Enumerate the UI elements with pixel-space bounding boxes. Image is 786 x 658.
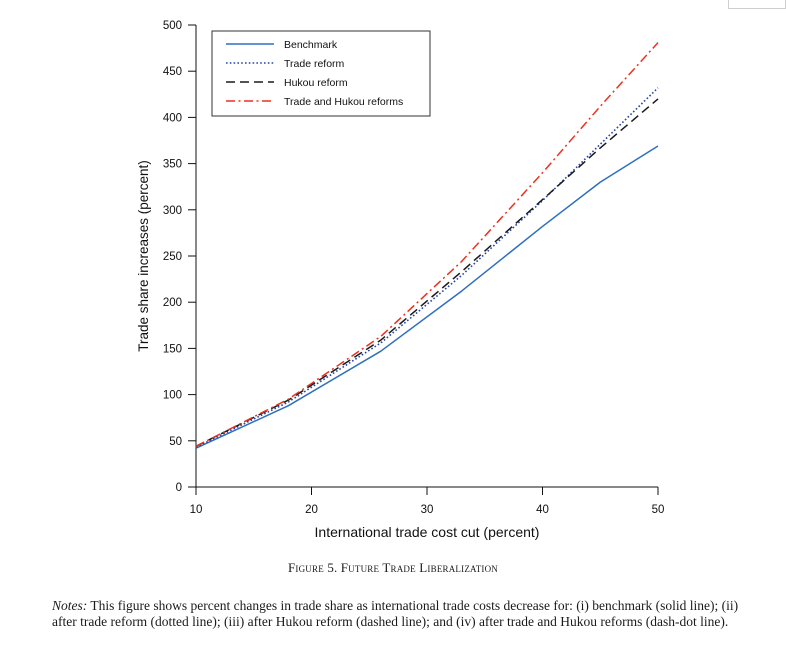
y-tick-label: 150 xyxy=(163,343,182,355)
x-tick-label: 50 xyxy=(652,504,665,516)
chart-legend: Benchmark Trade reform Hukou reform Trade a… xyxy=(211,30,431,117)
figure-number: Figure 5. xyxy=(287,560,338,575)
y-axis-title: Trade share increases (percent) xyxy=(136,160,151,352)
legend-label: Trade and Hukou reforms xyxy=(284,96,403,108)
x-tick-label: 40 xyxy=(536,504,549,516)
legend-label: Hukou reform xyxy=(284,77,348,89)
notes-text: This figure shows percent changes in tra… xyxy=(52,598,739,629)
series-line-hukou-reform xyxy=(195,98,659,447)
chart-axes: 0 50 100 150 200 250 300 350 400 450 500 10 20 30 40 50… xyxy=(136,20,664,540)
y-tick-label: 350 xyxy=(163,159,182,171)
chart-lines xyxy=(195,42,659,449)
y-tick-label: 450 xyxy=(163,66,182,78)
x-tick-label: 30 xyxy=(421,504,434,516)
y-tick-label: 100 xyxy=(163,390,182,402)
series-line-trade-reform xyxy=(195,87,659,449)
figure-title: Future Trade Liberalization xyxy=(340,560,499,575)
x-tick-label: 10 xyxy=(190,504,203,516)
series-line-trade-and-hukou-reforms xyxy=(195,42,659,447)
line-chart: 0 50 100 150 200 250 300 350 400 450 500 10 20 30 40 50… xyxy=(136,20,664,540)
series-line-benchmark xyxy=(195,145,659,449)
figure-notes: Notes: This figure shows percent changes… xyxy=(52,598,752,630)
y-tick-label: 50 xyxy=(169,436,182,448)
x-tick-label: 20 xyxy=(305,504,318,516)
legend-label: Benchmark xyxy=(284,39,338,51)
notes-label: Notes: xyxy=(52,598,88,613)
x-axis-title: International trade cost cut (percent) xyxy=(315,524,540,540)
figure-caption: Figure 5. Future Trade Liberalization xyxy=(0,560,786,576)
y-tick-label: 400 xyxy=(163,112,182,124)
y-tick-label: 0 xyxy=(176,482,182,494)
y-tick-label: 250 xyxy=(163,251,182,263)
legend-box xyxy=(211,30,431,117)
y-tick-label: 200 xyxy=(163,297,182,309)
y-tick-label: 500 xyxy=(163,20,182,32)
y-tick-label: 300 xyxy=(163,205,182,217)
legend-label: Trade reform xyxy=(284,58,345,70)
